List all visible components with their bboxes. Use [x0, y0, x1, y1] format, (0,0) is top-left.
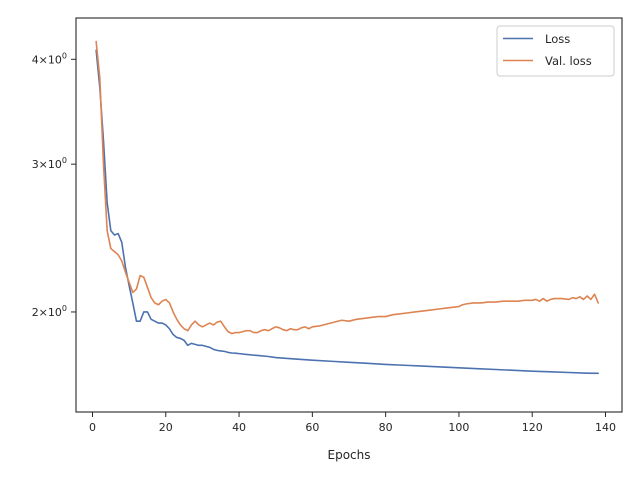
x-tick-label: 140	[595, 421, 616, 434]
x-tick-label: 80	[379, 421, 393, 434]
x-tick-label: 120	[522, 421, 543, 434]
series-line-loss	[95, 49, 599, 375]
plot-area	[76, 18, 622, 412]
x-tick-label: 20	[159, 421, 173, 434]
x-axis-label: Epochs	[328, 448, 371, 462]
y-axis: 2×100 3×100 4×100	[32, 51, 76, 319]
y-tick-label: 2×100	[32, 304, 67, 319]
x-axis: 0 20 40 60 80 100 120 140	[89, 412, 616, 434]
series-layer	[95, 40, 599, 375]
y-tick-label: 4×100	[32, 51, 67, 66]
y-tick-label: 3×100	[32, 156, 67, 171]
x-tick-label: 0	[89, 421, 96, 434]
x-tick-label: 40	[232, 421, 246, 434]
plot-frame	[75, 17, 623, 413]
legend-label-loss: Loss	[545, 32, 570, 46]
x-tick-label: 100	[448, 421, 469, 434]
legend: Loss Val. loss	[496, 25, 615, 77]
legend-label-val-loss: Val. loss	[545, 54, 592, 68]
x-tick-label: 60	[305, 421, 319, 434]
series-line-val-loss	[95, 40, 599, 335]
